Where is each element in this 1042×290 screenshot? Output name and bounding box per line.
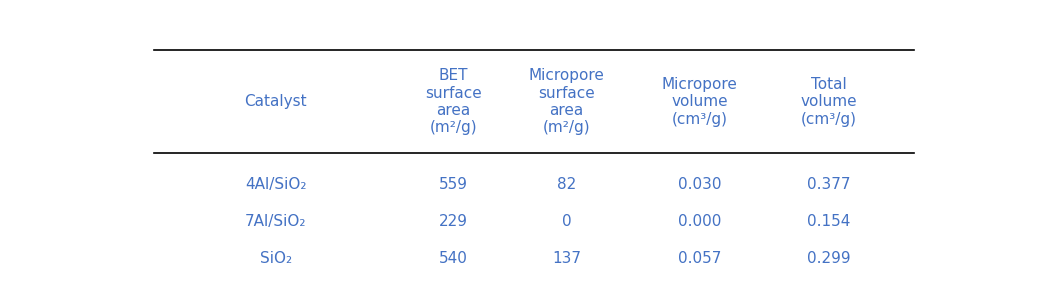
Text: 0.057: 0.057 <box>678 251 721 266</box>
Text: Micropore
surface
area
(m²/g): Micropore surface area (m²/g) <box>528 68 604 135</box>
Text: 559: 559 <box>439 177 468 192</box>
Text: 82: 82 <box>556 177 576 192</box>
Text: Total
volume
(cm³/g): Total volume (cm³/g) <box>800 77 858 127</box>
Text: Catalyst: Catalyst <box>244 94 307 109</box>
Text: 0.377: 0.377 <box>808 177 850 192</box>
Text: 0.299: 0.299 <box>807 251 850 266</box>
Text: 0.000: 0.000 <box>678 214 721 229</box>
Text: 4Al/SiO₂: 4Al/SiO₂ <box>245 177 306 192</box>
Text: SiO₂: SiO₂ <box>259 251 292 266</box>
Text: 229: 229 <box>439 214 468 229</box>
Text: 0.030: 0.030 <box>678 177 721 192</box>
Text: Micropore
volume
(cm³/g): Micropore volume (cm³/g) <box>662 77 738 127</box>
Text: 137: 137 <box>552 251 580 266</box>
Text: BET
surface
area
(m²/g): BET surface area (m²/g) <box>425 68 481 135</box>
Text: 7Al/SiO₂: 7Al/SiO₂ <box>245 214 306 229</box>
Text: 540: 540 <box>439 251 468 266</box>
Text: 0.154: 0.154 <box>808 214 850 229</box>
Text: 0: 0 <box>562 214 571 229</box>
